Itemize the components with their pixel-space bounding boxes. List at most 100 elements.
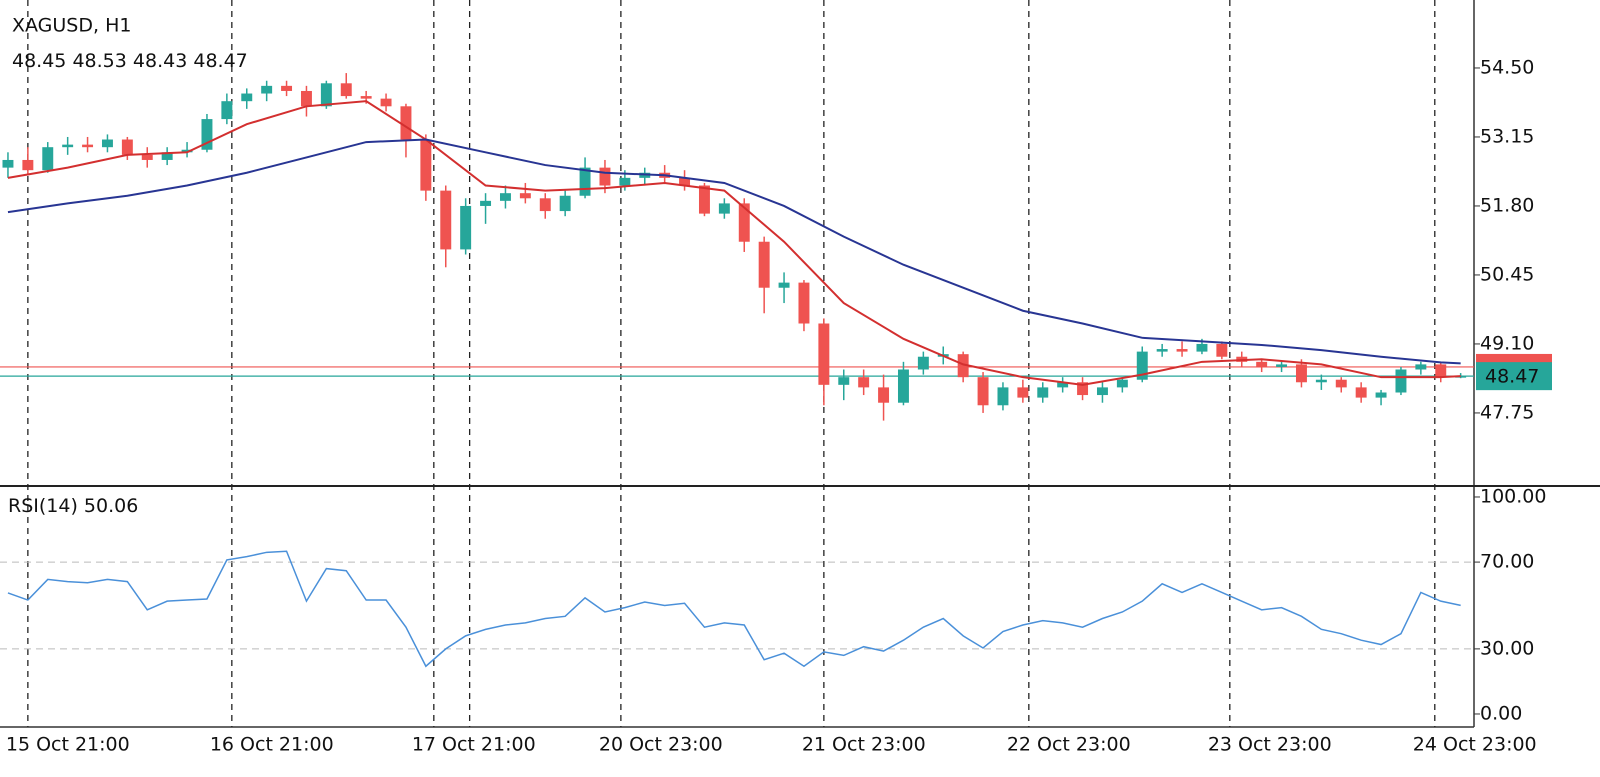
close-value: 48.47 — [193, 50, 247, 72]
candle-body — [957, 354, 969, 378]
candle-body — [1176, 349, 1188, 352]
candle-body — [1415, 364, 1427, 370]
candle-body — [1136, 351, 1148, 380]
candle-body — [161, 152, 173, 160]
candle-body — [261, 85, 273, 94]
candle-body — [1276, 364, 1288, 367]
candle-body — [480, 200, 492, 206]
candle-body — [221, 101, 233, 120]
candle-body — [917, 356, 929, 370]
candle-body — [460, 205, 472, 250]
y-tick-label: 54.50 — [1480, 56, 1534, 78]
candle-body — [738, 203, 750, 242]
x-tick-label: 22 Oct 23:00 — [1007, 734, 1131, 756]
candle-body — [2, 159, 14, 168]
x-tick-label: 17 Oct 21:00 — [412, 734, 536, 756]
candle-body — [1256, 361, 1268, 367]
candle-body — [400, 106, 412, 140]
y-tick-label: 70.00 — [1480, 551, 1534, 573]
candle-body — [1216, 343, 1228, 357]
candle-body — [101, 139, 113, 148]
candle-body — [1037, 387, 1049, 398]
rsi-value: 50.06 — [84, 495, 138, 517]
rsi-title: RSI(14) 50.06 — [8, 495, 138, 517]
y-tick-label: 49.10 — [1480, 332, 1534, 354]
candle-body — [1355, 387, 1367, 398]
x-tick-label: 24 Oct 23:00 — [1413, 734, 1537, 756]
x-tick-label: 23 Oct 23:00 — [1208, 734, 1332, 756]
y-tick-label: 50.45 — [1480, 263, 1534, 285]
candle-body — [897, 369, 909, 403]
candle-body — [1096, 387, 1108, 396]
candle-body — [997, 387, 1009, 406]
candle-body — [579, 167, 591, 196]
candle-body — [679, 177, 691, 186]
candle-body — [241, 93, 253, 102]
candle-body — [1395, 369, 1407, 393]
y-tick-label: 30.00 — [1480, 637, 1534, 659]
rsi-label: RSI(14) — [8, 495, 78, 517]
candle-body — [121, 139, 133, 155]
candle-body — [818, 323, 830, 385]
candle-body — [559, 195, 571, 212]
y-tick-label: 100.00 — [1480, 485, 1546, 507]
candle-body — [1116, 379, 1128, 388]
bid-badge-label: 48.47 — [1485, 366, 1539, 388]
candle-body — [1196, 343, 1208, 352]
candle-body — [281, 85, 293, 91]
x-tick-label: 21 Oct 23:00 — [802, 734, 926, 756]
candle-body — [320, 83, 332, 107]
candle-body — [758, 241, 770, 288]
candle-body — [698, 185, 710, 214]
candle-body — [1435, 364, 1447, 378]
y-tick-label: 51.80 — [1480, 194, 1534, 216]
candle-body — [798, 282, 810, 324]
candle-body — [718, 203, 730, 214]
y-tick-label: 0.00 — [1480, 702, 1522, 724]
candle-body — [778, 282, 790, 288]
candle-body — [82, 144, 94, 148]
candle-body — [619, 177, 631, 186]
candle-body — [22, 159, 34, 171]
candle-body — [1295, 364, 1307, 383]
candle-body — [181, 149, 193, 153]
symbol-title: XAGUSD, H1 — [12, 15, 131, 37]
candle-body — [440, 190, 452, 250]
candle-body — [62, 144, 74, 148]
candle-body — [360, 96, 372, 99]
candle-body — [380, 98, 392, 107]
moving-average — [7, 138, 1461, 365]
candle-body — [539, 198, 551, 212]
x-tick-label: 20 Oct 23:00 — [599, 734, 723, 756]
candle-body — [1315, 379, 1327, 383]
moving-average — [7, 100, 1461, 386]
candle-body — [201, 119, 213, 150]
candle-body — [858, 377, 870, 388]
plot: 15 Oct 21:00 16 Oct 21:00 17 Oct 21:00 20 O… — [0, 0, 1546, 756]
candle-body — [1057, 382, 1069, 388]
candle-body — [1335, 379, 1347, 388]
candle-body — [300, 90, 312, 107]
candle-body — [838, 377, 850, 385]
bid-badge — [1476, 362, 1552, 391]
rsi-line — [7, 550, 1461, 668]
low-value: 48.43 — [133, 50, 187, 72]
candle-body — [420, 139, 432, 191]
candle-body — [1375, 392, 1387, 398]
candle-body — [42, 147, 54, 171]
x-tick-label: 16 Oct 21:00 — [210, 734, 334, 756]
candle-body — [878, 387, 890, 403]
open-value: 48.45 — [12, 50, 66, 72]
candle-body — [340, 83, 352, 97]
ohlc-readout: 48.45 48.53 48.43 48.47 — [12, 50, 248, 72]
candle-body — [499, 193, 511, 201]
candle-body — [1017, 387, 1029, 398]
x-tick-label: 15 Oct 21:00 — [6, 734, 130, 756]
high-value: 48.53 — [72, 50, 126, 72]
y-tick-label: 47.75 — [1480, 401, 1534, 423]
candle-body — [519, 193, 531, 199]
candle-body — [977, 377, 989, 406]
candle-body — [1077, 382, 1089, 396]
